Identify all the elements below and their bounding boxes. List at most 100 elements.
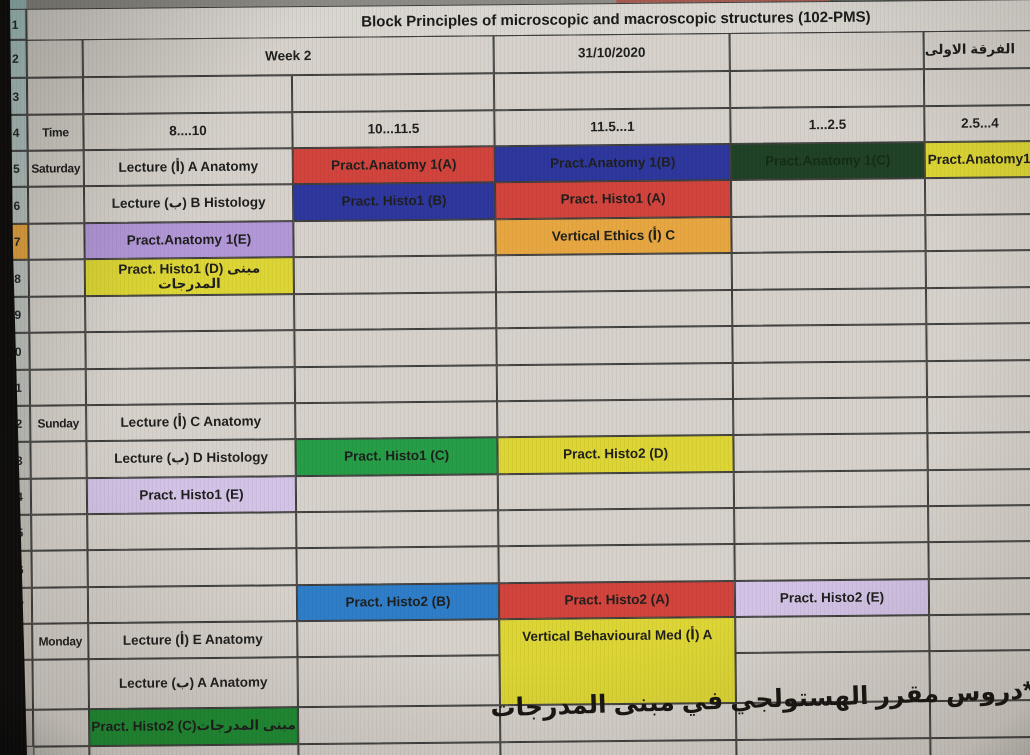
empty-cell-r3c3[interactable] <box>493 70 731 111</box>
cell-r4c1[interactable]: 8....10 <box>83 112 293 151</box>
empty-cell-r10c3[interactable] <box>496 325 733 366</box>
empty-cell-r21c2[interactable] <box>298 742 501 755</box>
empty-cell-r8c4[interactable] <box>731 251 926 290</box>
cell-r6c3[interactable]: Pract. Histo1 (A) <box>494 179 732 220</box>
cell-r18c1[interactable]: Lecture (أ) E Anatomy <box>88 621 298 660</box>
empty-cell-r11c3[interactable] <box>496 362 734 402</box>
empty-cell-r11c2[interactable] <box>294 365 498 404</box>
cell-r5c1[interactable]: Lecture (أ) A Anatomy <box>83 148 293 187</box>
empty-cell-r7c0[interactable] <box>28 223 85 260</box>
empty-cell-r8c2[interactable] <box>293 255 497 295</box>
cell-r14c1[interactable]: Pract. Histo1 (E) <box>86 476 297 515</box>
cell-r6c2[interactable]: Pract. Histo1 (B) <box>292 182 496 222</box>
empty-cell-r21c5[interactable] <box>930 737 1030 755</box>
empty-cell-r16c1[interactable] <box>87 548 297 588</box>
empty-cell-r17c0[interactable] <box>31 587 89 624</box>
empty-cell-r8c0[interactable] <box>28 259 86 297</box>
cell-r12c1[interactable]: Lecture (أ) C Anatomy <box>86 403 296 442</box>
cell-r13c3[interactable]: Pract. Histo2 (D) <box>497 434 734 475</box>
cell-r17c4[interactable]: Pract. Histo2 (E) <box>734 579 930 617</box>
cell-r5c0[interactable]: Saturday <box>27 150 84 187</box>
empty-cell-r8c3[interactable] <box>495 252 732 293</box>
empty-cell-r12c2[interactable] <box>295 401 498 440</box>
cell-r2c3[interactable]: 31/10/2020 <box>493 32 730 74</box>
empty-cell-r9c4[interactable] <box>731 288 927 326</box>
empty-cell-r7c2[interactable] <box>293 219 496 258</box>
empty-cell-r3c2[interactable] <box>291 73 495 113</box>
empty-cell-r20c0[interactable] <box>32 709 90 747</box>
empty-cell-r15c2[interactable] <box>296 510 499 549</box>
empty-cell-r7c5[interactable] <box>925 214 1030 252</box>
empty-cell-r6c5[interactable] <box>924 177 1030 216</box>
empty-cell-r3c5[interactable] <box>923 68 1030 107</box>
empty-cell-r7c4[interactable] <box>731 215 926 253</box>
empty-cell-r2c0[interactable] <box>26 39 83 78</box>
empty-cell-r11c4[interactable] <box>732 361 928 399</box>
empty-cell-r14c2[interactable] <box>295 474 499 513</box>
empty-cell-r15c3[interactable] <box>498 507 735 547</box>
empty-cell-r21c3[interactable] <box>500 739 737 755</box>
empty-cell-r15c1[interactable] <box>87 512 297 551</box>
empty-cell-r20c2[interactable] <box>297 705 501 745</box>
empty-cell-r9c3[interactable] <box>496 289 733 329</box>
cell-r4c0[interactable]: Time <box>27 114 84 151</box>
empty-cell-r11c5[interactable] <box>926 360 1030 398</box>
empty-cell-r16c5[interactable] <box>928 541 1030 580</box>
empty-cell-r18c4[interactable] <box>735 615 930 653</box>
cell-r6c1[interactable]: Lecture (ب) B Histology <box>83 184 294 224</box>
empty-cell-r12c3[interactable] <box>497 398 734 438</box>
empty-cell-r12c5[interactable] <box>927 396 1030 434</box>
cell-r4c2[interactable]: 10...11.5 <box>292 110 495 149</box>
empty-cell-r14c3[interactable] <box>497 471 735 511</box>
cell-r17c2[interactable]: Pract. Histo2 (B) <box>296 583 500 622</box>
cell-r5c5[interactable]: Pract.Anatomy1( <box>924 141 1030 179</box>
cell-r2c5[interactable]: الفرقة الاولى <box>923 30 1030 70</box>
empty-cell-r9c2[interactable] <box>294 292 497 331</box>
cell-r18c0[interactable]: Monday <box>32 623 89 660</box>
cell-r20c1[interactable]: Pract. Histo2 (C)مبنى المدرجات <box>88 707 299 747</box>
cell-r5c2[interactable]: Pract.Anatomy 1(A) <box>292 146 495 185</box>
cell-r4c3[interactable]: 11.5...1 <box>494 107 731 147</box>
cell-r4c4[interactable]: 1...2.5 <box>730 106 925 144</box>
empty-cell-r15c0[interactable] <box>31 514 88 551</box>
empty-cell-r9c0[interactable] <box>29 296 86 333</box>
empty-cell-r21c0[interactable] <box>33 746 90 755</box>
cell-r17c3[interactable]: Pract. Histo2 (A) <box>498 580 736 620</box>
empty-cell-r13c0[interactable] <box>30 441 87 479</box>
empty-cell-r10c4[interactable] <box>732 324 927 363</box>
empty-cell-r16c3[interactable] <box>498 543 735 584</box>
cell-r5c3[interactable]: Pract.Anatomy 1(B) <box>494 143 731 183</box>
empty-cell-r12c4[interactable] <box>733 397 928 435</box>
empty-cell-r10c5[interactable] <box>926 323 1030 362</box>
empty-cell-r11c1[interactable] <box>85 367 296 406</box>
empty-cell-r11c0[interactable] <box>29 369 87 406</box>
empty-cell-r3c4[interactable] <box>729 69 925 108</box>
empty-cell-r15c5[interactable] <box>928 505 1030 543</box>
empty-cell-r6c4[interactable] <box>730 178 926 217</box>
empty-cell-r10c0[interactable] <box>29 332 86 370</box>
empty-cell-r16c0[interactable] <box>31 550 88 588</box>
cell-r5c4[interactable]: Pract.Anatomy 1(C) <box>730 142 925 180</box>
empty-cell-r10c1[interactable] <box>85 330 295 370</box>
cell-r7c3[interactable]: Vertical Ethics (أ) C <box>495 216 732 256</box>
cell-r4c5[interactable]: 2.5...4 <box>924 105 1030 143</box>
empty-cell-r10c2[interactable] <box>294 328 497 368</box>
empty-cell-r16c2[interactable] <box>296 546 499 586</box>
empty-cell-r16c4[interactable] <box>734 542 929 581</box>
empty-cell-r9c5[interactable] <box>925 287 1030 325</box>
cell-r13c1[interactable]: Lecture (ب) D Histology <box>86 439 296 479</box>
empty-cell-r21c1[interactable] <box>89 744 299 755</box>
empty-cell-r18c2[interactable] <box>297 619 500 658</box>
empty-cell-r14c0[interactable] <box>30 478 88 515</box>
empty-cell-r17c1[interactable] <box>87 585 298 624</box>
cell-r12c0[interactable]: Sunday <box>30 405 87 442</box>
empty-cell-r14c4[interactable] <box>733 470 929 508</box>
cell-r7c1[interactable]: Pract.Anatomy 1(E) <box>84 221 294 260</box>
empty-cell-r19c0[interactable] <box>32 659 89 710</box>
empty-cell-r15c4[interactable] <box>734 506 929 544</box>
empty-cell-r9c1[interactable] <box>85 294 295 333</box>
empty-cell-r13c4[interactable] <box>733 433 928 472</box>
cell-r2c1[interactable]: Week 2 <box>82 35 494 78</box>
cell-r8c1[interactable]: Pract. Histo1 (D) مبنى المدرجات <box>84 257 295 297</box>
cell-r13c2[interactable]: Pract. Histo1 (C) <box>295 437 498 477</box>
